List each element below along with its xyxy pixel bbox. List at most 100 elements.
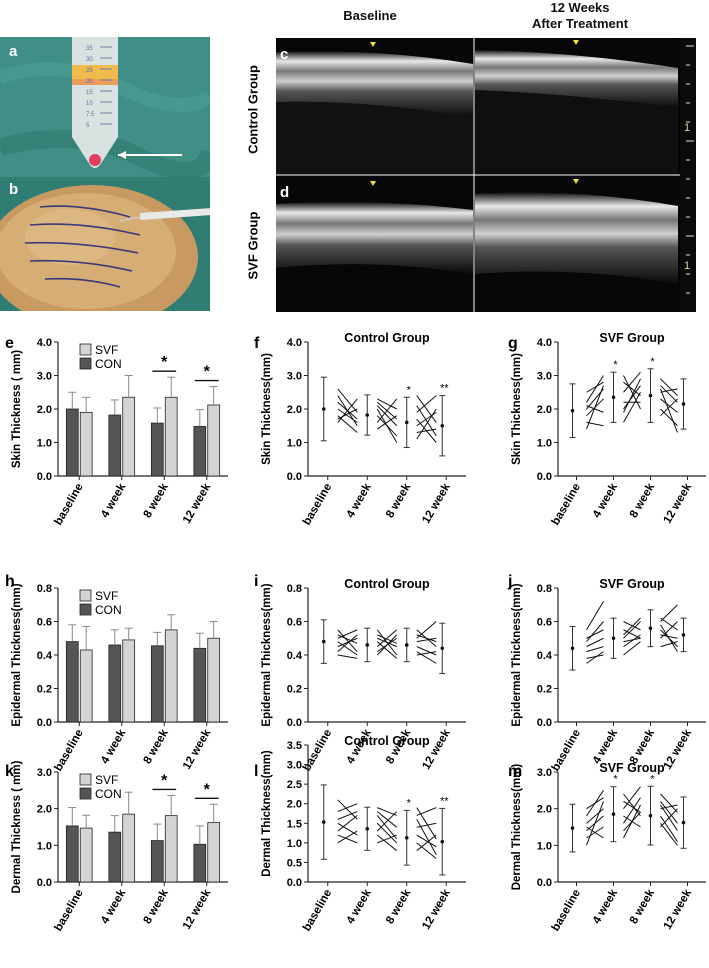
paired-line bbox=[660, 793, 678, 813]
chart-title: SVF Group bbox=[599, 761, 665, 775]
sig-star: ** bbox=[440, 383, 449, 395]
chart-g: g 0.0 1.0 2.0 3.0 4.0 Skin Thickness(mm) baseli… bbox=[508, 331, 706, 527]
y-axis-label: Epidermal Thickness(mm) bbox=[261, 583, 273, 726]
y-tick-label: 0.6 bbox=[37, 617, 52, 629]
y-tick-label: 0.0 bbox=[537, 877, 552, 889]
bar-con bbox=[193, 426, 207, 477]
paired-line bbox=[660, 624, 678, 652]
legend-swatch-con bbox=[79, 357, 92, 370]
paired-line bbox=[586, 385, 604, 430]
paired-line bbox=[337, 799, 358, 820]
mean-point bbox=[440, 423, 445, 428]
mean-point bbox=[570, 826, 575, 830]
chart-title: Control Group bbox=[344, 734, 430, 748]
paired-line bbox=[337, 395, 358, 427]
chart-f: f 0.0 1.0 2.0 3.0 4.0 Skin Thickness(mm) baseli… bbox=[254, 331, 466, 527]
paired-line bbox=[416, 834, 437, 848]
y-tick-label: 2.5 bbox=[287, 779, 302, 791]
x-tick-label: 4 week bbox=[99, 727, 129, 766]
x-tick-label: 8 week bbox=[384, 887, 414, 926]
paired-line bbox=[660, 641, 678, 648]
x-tick-label: 12 week bbox=[181, 727, 214, 772]
us-control-12w bbox=[475, 38, 678, 174]
paired-line bbox=[376, 634, 398, 656]
bar-con bbox=[65, 408, 79, 477]
mean-point bbox=[570, 646, 575, 651]
paired-line bbox=[623, 634, 641, 648]
col-header-12-weeks-line1: 12 Weeks bbox=[550, 0, 610, 15]
paired-line bbox=[623, 378, 641, 413]
bar-con bbox=[150, 645, 164, 723]
chart-e: e 0.0 1.0 2.0 3.0 4.0 Skin Thickness ( mm) base… bbox=[5, 335, 228, 527]
paired-line bbox=[377, 834, 397, 844]
x-tick-label: 4 week bbox=[99, 481, 129, 520]
paired-line bbox=[623, 392, 641, 423]
y-tick-label: 0.0 bbox=[37, 717, 52, 729]
tube-illustration: 35 30 25 20 15 10 7.5 5 bbox=[0, 37, 210, 177]
chart-title: Control Group bbox=[344, 577, 430, 591]
paired-line bbox=[660, 388, 678, 433]
paired-line bbox=[337, 811, 358, 820]
paired-line bbox=[376, 822, 398, 844]
x-tick-label: 12 week bbox=[420, 481, 453, 526]
paired-line bbox=[623, 375, 641, 410]
paired-line bbox=[337, 637, 358, 648]
scale-mark-2: 1 bbox=[684, 260, 691, 272]
marker-icon bbox=[370, 181, 376, 186]
panel-letter-e: e bbox=[5, 335, 14, 352]
paired-line bbox=[337, 388, 358, 413]
paired-line bbox=[337, 408, 358, 420]
paired-line bbox=[586, 601, 604, 631]
tube-mark-label: 7.5 bbox=[86, 112, 95, 118]
bar-svf bbox=[164, 815, 178, 883]
us-svf-baseline bbox=[276, 176, 473, 312]
paired-line bbox=[586, 621, 604, 642]
bar-con bbox=[108, 831, 122, 883]
chart-l: l 0.0 0.5 1.0 1.5 2.0 2.5 3.0 3.5 Dermal Thicknes… bbox=[254, 734, 466, 933]
x-tick-label: 4 week bbox=[99, 887, 129, 926]
us-svf-12w bbox=[475, 176, 678, 312]
photo-tube: 35 30 25 20 15 10 7.5 5 a bbox=[0, 37, 210, 177]
x-tick-label: baseline bbox=[550, 482, 583, 528]
bar-svf bbox=[79, 649, 93, 723]
tube-mark-label: 25 bbox=[86, 68, 93, 74]
mean-point bbox=[648, 393, 653, 398]
legend-label: SVF bbox=[95, 589, 118, 603]
paired-line bbox=[586, 790, 604, 817]
y-tick-label: 0.2 bbox=[537, 684, 552, 696]
paired-line bbox=[376, 405, 398, 427]
y-tick-label: 1.0 bbox=[287, 838, 302, 850]
y-tick-label: 0.5 bbox=[287, 857, 302, 869]
paired-line bbox=[376, 408, 398, 443]
paired-line bbox=[623, 385, 641, 410]
sig-star: * bbox=[161, 772, 168, 789]
tube-mark-label: 10 bbox=[86, 101, 93, 107]
ultrasound-svg bbox=[276, 38, 696, 312]
mean-point bbox=[321, 407, 326, 411]
paired-line bbox=[660, 604, 678, 622]
panel-letter-l: l bbox=[254, 763, 258, 780]
mean-point bbox=[440, 839, 445, 844]
y-tick-label: 0.2 bbox=[37, 684, 52, 696]
chart-title: SVF Group bbox=[599, 331, 665, 345]
paired-line bbox=[376, 629, 398, 656]
x-tick-label: 12 week bbox=[662, 481, 695, 526]
panel-letter-b: b bbox=[9, 181, 19, 198]
mean-point bbox=[365, 643, 370, 647]
paired-line bbox=[416, 637, 437, 643]
paired-line bbox=[660, 801, 678, 824]
x-tick-label: baseline bbox=[301, 482, 334, 528]
mean-point bbox=[681, 820, 686, 825]
y-tick-label: 4.0 bbox=[37, 337, 52, 349]
bar-svf bbox=[122, 396, 136, 477]
paired-line bbox=[416, 395, 437, 413]
y-tick-label: 0.4 bbox=[537, 650, 553, 662]
paired-line bbox=[376, 401, 398, 420]
panel-letter-f: f bbox=[254, 335, 260, 352]
paired-line bbox=[416, 651, 437, 664]
y-tick-label: 0.4 bbox=[37, 650, 53, 662]
y-axis-label: Epidermal Thickness(mm) bbox=[511, 583, 523, 726]
y-tick-label: 2.0 bbox=[287, 404, 302, 416]
y-tick-label: 1.0 bbox=[287, 438, 302, 450]
